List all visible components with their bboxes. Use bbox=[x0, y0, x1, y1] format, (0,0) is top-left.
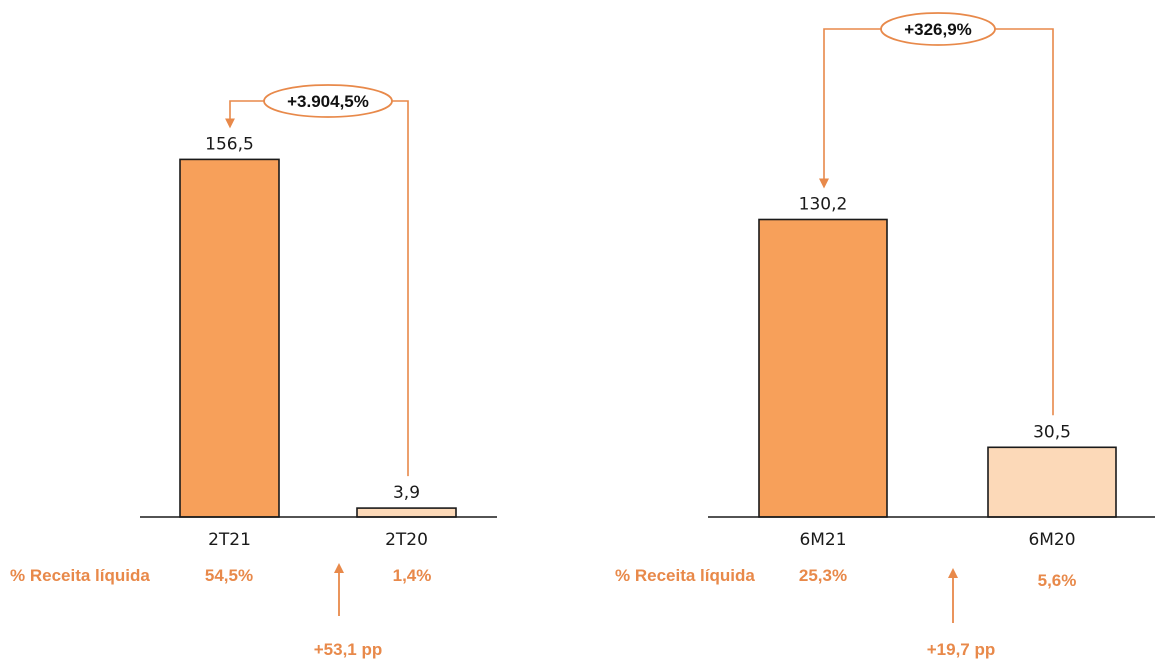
value-label-6m21: 130,2 bbox=[799, 194, 848, 214]
share-value-2t21: 54,5% bbox=[205, 566, 253, 585]
value-label-2t21: 156,5 bbox=[205, 134, 254, 154]
change-badge-text: +3.904,5% bbox=[287, 92, 369, 111]
share-row-label: % Receita líquida bbox=[615, 566, 755, 585]
chart-panel-2t21: 156,5 2T21 3,9 2T20 +3.904,5% % Receita líqui… bbox=[10, 84, 497, 659]
change-badge bbox=[880, 12, 996, 46]
value-label-2t20: 3,9 bbox=[393, 483, 420, 503]
category-label-6m21: 6M21 bbox=[799, 530, 846, 550]
bar-2t21 bbox=[179, 158, 280, 518]
change-connector-arrow bbox=[819, 28, 881, 189]
bar-6m21 bbox=[758, 218, 888, 518]
change-badge bbox=[263, 84, 393, 118]
share-value-6m20: 5,6% bbox=[1038, 571, 1077, 590]
share-row-label: % Receita líquida bbox=[10, 566, 150, 585]
change-badge-text: +326,9% bbox=[904, 20, 972, 39]
change-connector-arrow bbox=[225, 100, 264, 129]
share-change-label: +53,1 pp bbox=[314, 640, 383, 659]
value-label-6m20: 30,5 bbox=[1033, 422, 1071, 442]
change-connector-right bbox=[392, 100, 409, 477]
bar-6m20 bbox=[987, 446, 1117, 518]
chart-panel-6m21: 130,2 6M21 30,5 6M20 +326,9% % Receita líquid… bbox=[615, 12, 1155, 659]
share-change-label: +19,7 pp bbox=[927, 640, 996, 659]
change-connector-right bbox=[995, 28, 1054, 416]
category-label-6m20: 6M20 bbox=[1028, 530, 1075, 550]
category-label-2t20: 2T20 bbox=[385, 530, 428, 550]
category-label-2t21: 2T21 bbox=[208, 530, 251, 550]
share-value-6m21: 25,3% bbox=[799, 566, 847, 585]
bar-2t20 bbox=[356, 507, 457, 518]
share-value-2t20: 1,4% bbox=[393, 566, 432, 585]
